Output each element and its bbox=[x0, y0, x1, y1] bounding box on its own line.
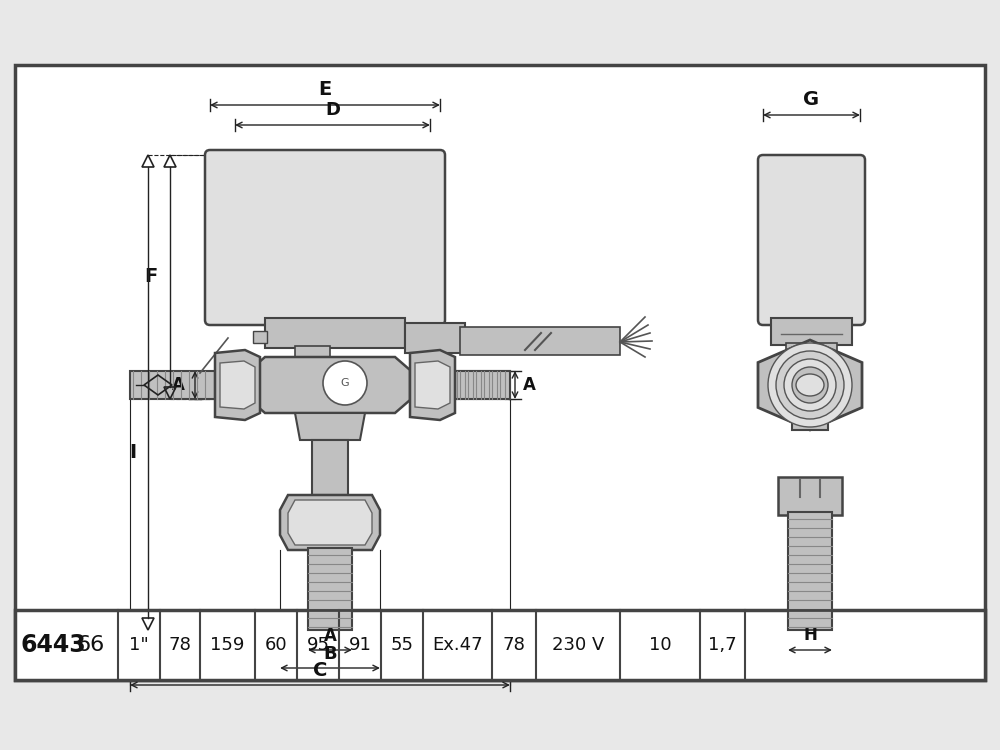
Polygon shape bbox=[758, 340, 862, 430]
Text: F: F bbox=[145, 268, 158, 286]
Text: 78: 78 bbox=[169, 636, 191, 654]
Bar bbox=[778, 477, 842, 515]
Text: 91: 91 bbox=[349, 636, 371, 654]
Text: A: A bbox=[324, 627, 336, 645]
Text: Ġ: Ġ bbox=[341, 378, 349, 388]
Text: 10: 10 bbox=[649, 636, 671, 654]
Text: 1": 1" bbox=[129, 636, 149, 654]
Text: I: I bbox=[129, 443, 136, 462]
Text: 60: 60 bbox=[265, 636, 287, 654]
Bar bbox=[130, 371, 215, 399]
Bar bbox=[253, 331, 267, 343]
Text: E: E bbox=[318, 80, 332, 99]
Bar bbox=[410, 371, 510, 399]
Bar bbox=[817, 343, 837, 360]
Bar bbox=[15, 65, 985, 680]
Text: Ex.47: Ex.47 bbox=[432, 636, 483, 654]
Circle shape bbox=[776, 351, 844, 419]
Bar bbox=[312, 440, 348, 495]
Text: 66: 66 bbox=[76, 635, 104, 655]
Text: D: D bbox=[325, 101, 340, 119]
Bar bbox=[771, 318, 852, 345]
Bar bbox=[788, 512, 832, 630]
Bar bbox=[295, 346, 330, 366]
Bar bbox=[786, 343, 806, 360]
Bar bbox=[308, 548, 352, 630]
Bar bbox=[405, 323, 465, 353]
Ellipse shape bbox=[796, 374, 824, 396]
Bar bbox=[265, 318, 405, 348]
Bar bbox=[455, 371, 510, 399]
Bar bbox=[792, 412, 828, 430]
Polygon shape bbox=[220, 361, 255, 409]
Text: G: G bbox=[803, 90, 820, 109]
Bar bbox=[460, 327, 620, 355]
Text: 95: 95 bbox=[306, 636, 330, 654]
Text: A: A bbox=[172, 376, 185, 394]
Text: 159: 159 bbox=[210, 636, 245, 654]
Bar bbox=[15, 610, 985, 680]
Text: H: H bbox=[803, 626, 817, 644]
FancyBboxPatch shape bbox=[758, 155, 865, 325]
Text: 78: 78 bbox=[503, 636, 525, 654]
Text: A: A bbox=[523, 376, 536, 394]
Polygon shape bbox=[250, 357, 410, 413]
Polygon shape bbox=[215, 350, 260, 420]
Circle shape bbox=[792, 367, 828, 403]
Circle shape bbox=[323, 361, 367, 405]
Text: 1,7: 1,7 bbox=[708, 636, 737, 654]
Circle shape bbox=[784, 359, 836, 411]
Text: B: B bbox=[323, 645, 337, 663]
Polygon shape bbox=[295, 413, 365, 440]
Text: C: C bbox=[313, 661, 327, 680]
Circle shape bbox=[768, 343, 852, 427]
FancyBboxPatch shape bbox=[205, 150, 445, 325]
Polygon shape bbox=[280, 495, 380, 550]
Text: 6443: 6443 bbox=[20, 633, 86, 657]
Text: 230 V: 230 V bbox=[552, 636, 604, 654]
Polygon shape bbox=[410, 350, 455, 420]
Polygon shape bbox=[288, 500, 372, 545]
Polygon shape bbox=[415, 361, 450, 409]
Text: 55: 55 bbox=[390, 636, 414, 654]
